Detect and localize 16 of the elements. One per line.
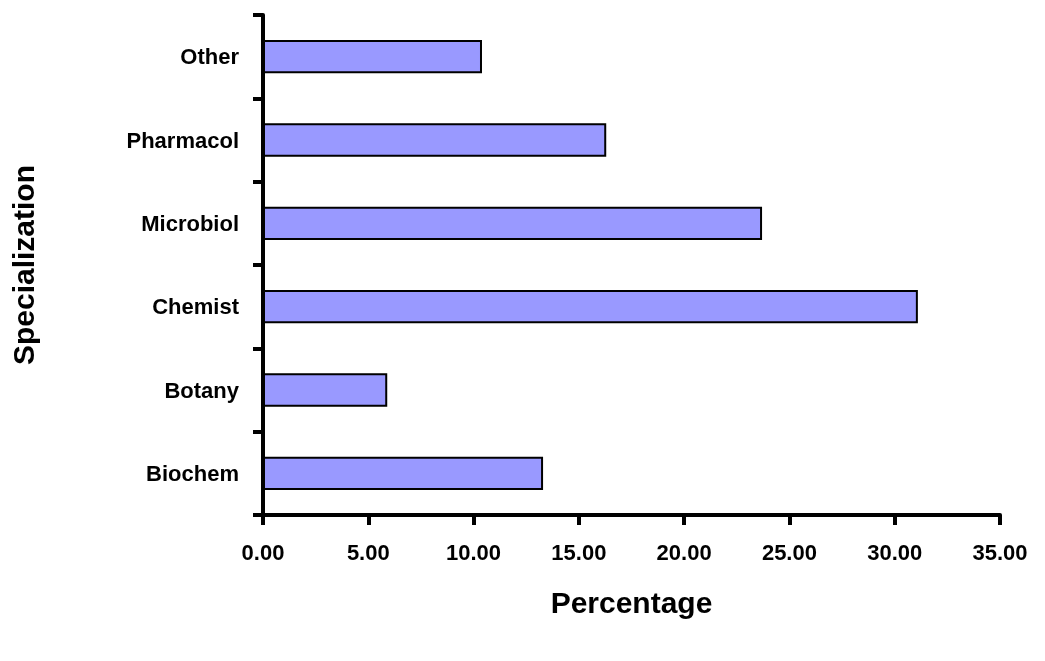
y-tick-label: Microbiol [141, 210, 239, 236]
x-axis-title: Percentage [550, 585, 713, 619]
x-tick-label: 35.00 [972, 539, 1028, 565]
y-tick-label: Botany [164, 377, 240, 403]
y-tick-label: Chemist [152, 294, 240, 320]
x-tick-label: 0.00 [241, 539, 285, 565]
x-tick-label: 25.00 [761, 539, 817, 565]
x-tick-label: 10.00 [446, 539, 502, 565]
y-tick-label: Pharmacol [126, 127, 239, 153]
x-tick-label: 30.00 [867, 539, 923, 565]
x-tick-label: 20.00 [656, 539, 712, 565]
y-tick-label: Other [180, 44, 240, 70]
x-tick-label: 15.00 [551, 539, 607, 565]
x-tick-label: 5.00 [346, 539, 390, 565]
y-tick-label: Biochem [146, 460, 239, 486]
y-axis-title: Specialization [6, 164, 40, 366]
